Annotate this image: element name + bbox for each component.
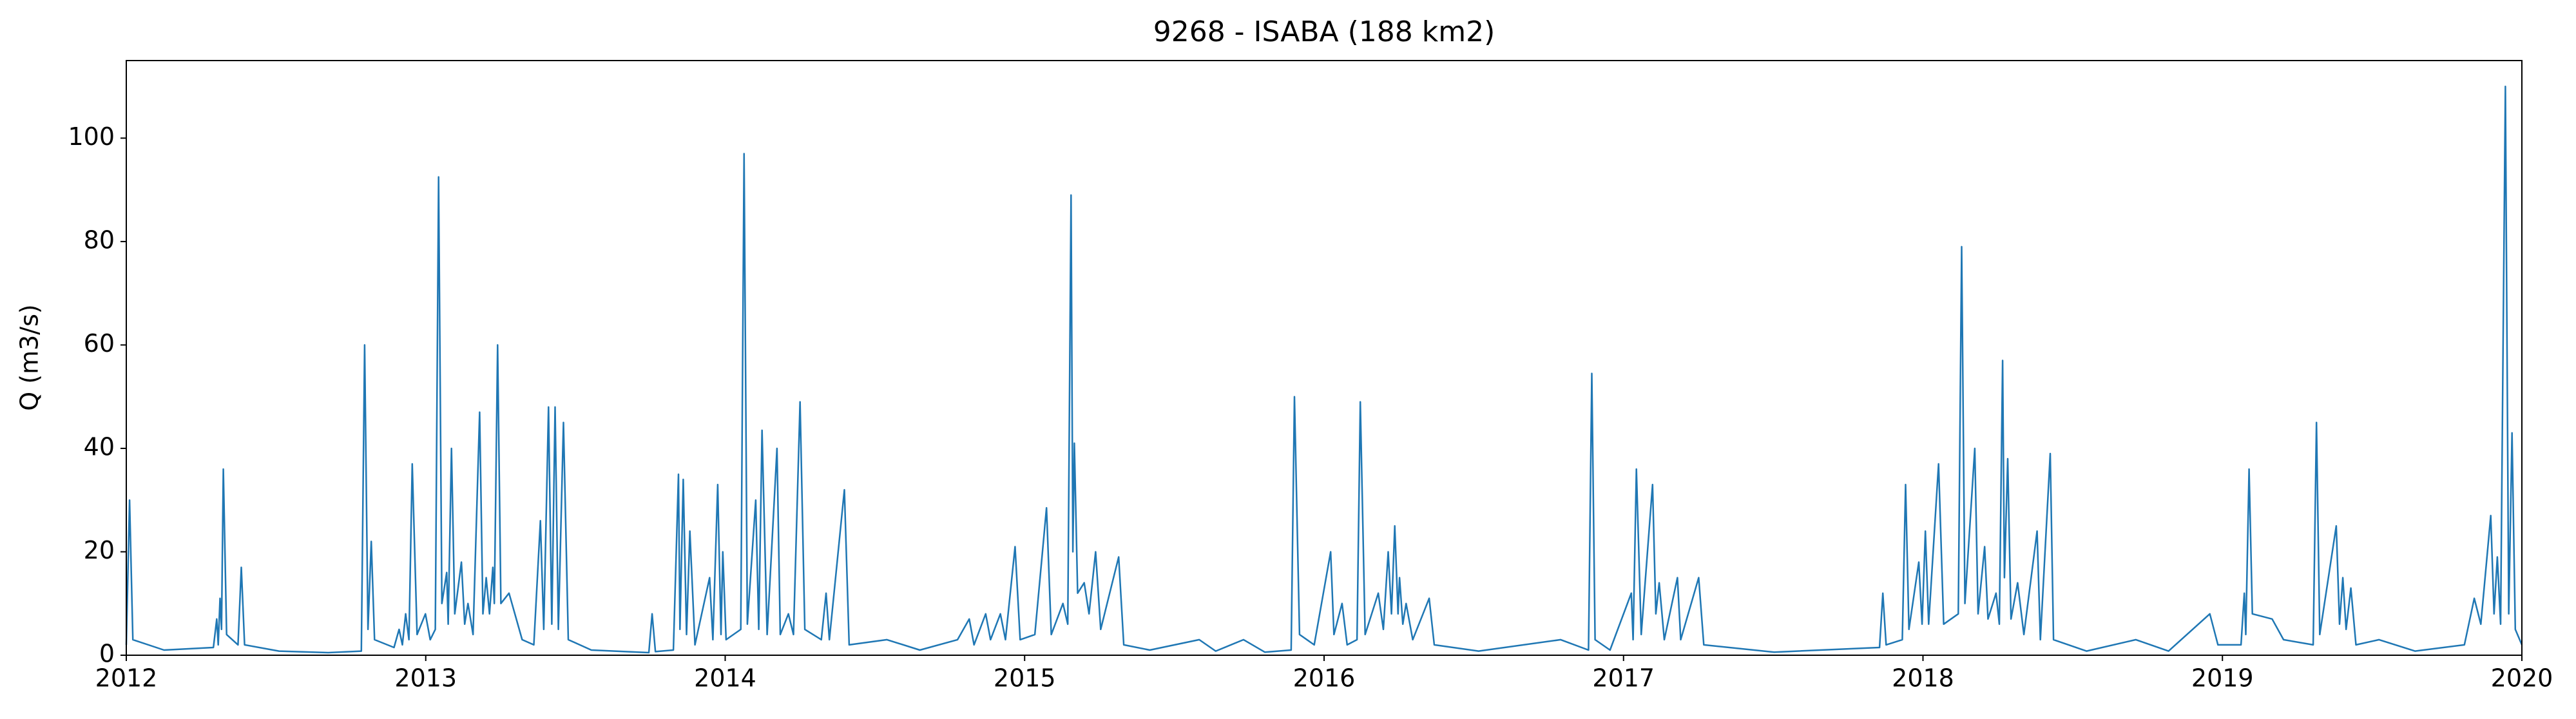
y-tick-label: 20 [84,536,115,564]
y-tick-label: 0 [99,640,115,668]
x-tick-label: 2013 [394,664,457,693]
x-tick-label: 2020 [2491,664,2553,693]
y-axis-label: Q (m3/s) [15,304,44,410]
flow-line [125,85,2523,654]
x-tick-label: 2018 [1892,664,1954,693]
x-tick-label: 2014 [694,664,756,693]
y-tick-label: 80 [84,225,115,254]
y-tick-label: 60 [84,329,115,358]
x-tick-label: 2017 [1592,664,1655,693]
x-tick-label: 2012 [95,664,158,693]
axes-frame [126,60,2523,656]
x-tick-label: 2015 [994,664,1056,693]
y-tick-label: 40 [84,432,115,461]
y-tick-label: 100 [68,122,115,151]
chart-title: 9268 - ISABA (188 km2) [1153,15,1495,48]
x-tick-label: 2019 [2191,664,2254,693]
x-tick-label: 2016 [1293,664,1356,693]
